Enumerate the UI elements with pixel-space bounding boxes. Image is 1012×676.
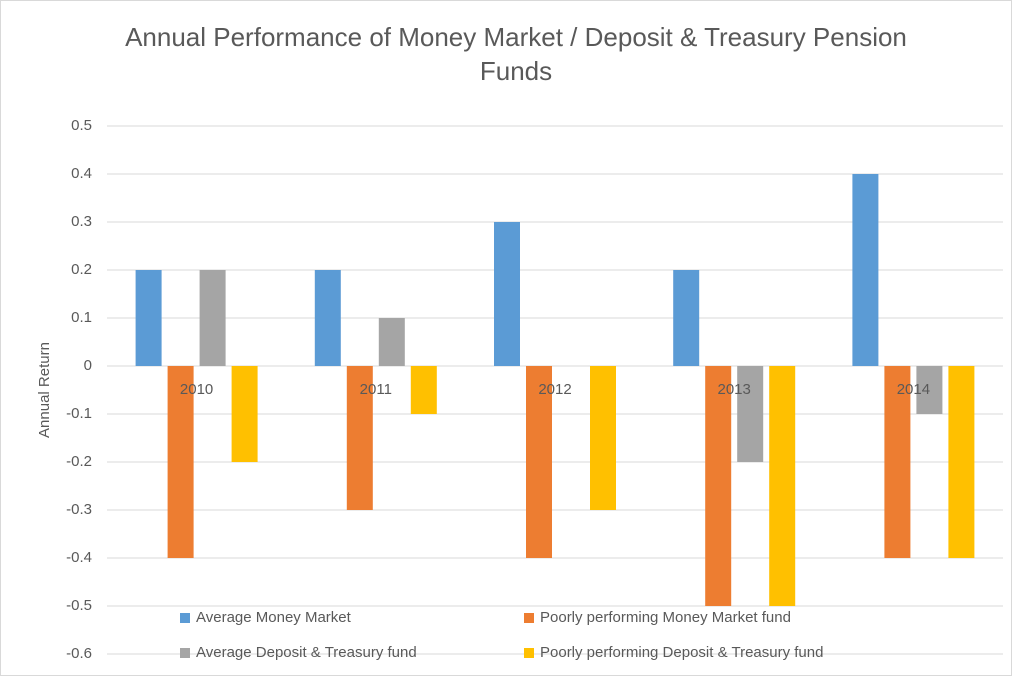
bar — [378, 318, 405, 366]
legend-swatch — [524, 613, 534, 623]
y-tick-label: -0.6 — [66, 645, 92, 662]
y-tick-label: 0.5 — [71, 117, 92, 134]
legend-label: Poorly performing Deposit & Treasury fun… — [540, 644, 823, 661]
bar — [410, 366, 437, 414]
chart-title: Annual Performance of Money Market / Dep… — [125, 22, 907, 86]
bar — [314, 270, 341, 366]
x-tick-label: 2014 — [897, 381, 930, 398]
x-tick-label: 2012 — [538, 381, 571, 398]
legend-label: Average Deposit & Treasury fund — [196, 644, 417, 661]
bar — [199, 270, 226, 366]
y-tick-label: -0.5 — [66, 597, 92, 614]
legend-swatch — [180, 613, 190, 623]
bar — [948, 366, 975, 558]
bar — [737, 366, 764, 462]
bar — [769, 366, 796, 606]
y-tick-label: 0.1 — [71, 309, 92, 326]
bar — [167, 366, 194, 558]
bar — [346, 366, 373, 510]
bar — [852, 174, 879, 366]
y-tick-label: 0.2 — [71, 261, 92, 278]
bar — [231, 366, 258, 462]
y-tick-label: 0.4 — [71, 165, 92, 182]
bar — [494, 222, 520, 366]
y-tick-label: -0.2 — [66, 453, 92, 470]
legend-label: Average Money Market — [196, 609, 352, 626]
bar — [673, 270, 700, 366]
x-tick-label: 2013 — [718, 381, 751, 398]
legend-swatch — [180, 648, 190, 658]
y-tick-label: -0.4 — [66, 549, 92, 566]
legend-swatch — [524, 648, 534, 658]
x-tick-label: 2010 — [180, 381, 213, 398]
y-tick-label: 0 — [84, 357, 92, 374]
bar — [705, 366, 732, 606]
bar — [590, 366, 616, 510]
bar — [135, 270, 162, 366]
y-tick-label: -0.3 — [66, 501, 92, 518]
legend-label: Poorly performing Money Market fund — [540, 609, 791, 626]
y-tick-label: -0.1 — [66, 405, 92, 422]
bar — [916, 366, 943, 414]
bar — [884, 366, 911, 558]
y-tick-label: 0.3 — [71, 213, 92, 230]
y-axis-label: Annual Return — [36, 342, 53, 438]
x-tick-label: 2011 — [360, 381, 392, 398]
bar — [526, 366, 552, 558]
